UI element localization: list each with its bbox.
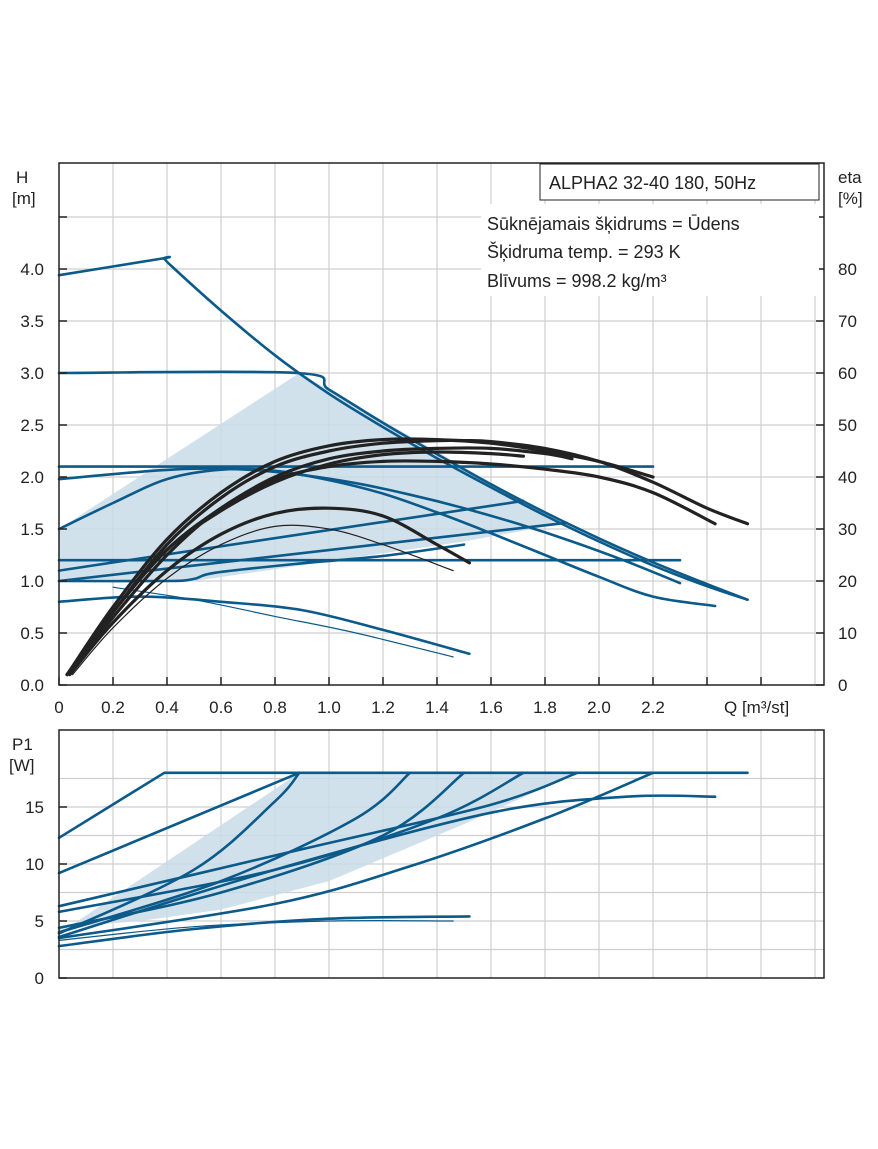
efficiency-curve-14	[65, 450, 525, 677]
power-axis-label: P1	[12, 735, 33, 754]
head-tick-label: 4.0	[20, 260, 44, 279]
power-tick-label: 0	[35, 969, 44, 988]
power-curve-6	[57, 771, 579, 908]
fluid-info-line-2: Šķidruma temp. = 293 K	[487, 241, 681, 262]
head-curve-6	[57, 499, 525, 572]
power-curve-3	[57, 771, 412, 934]
fluid-info-line-1: Sūknējamais šķidrums = Ūdens	[487, 214, 740, 234]
flow-tick-label: 1.2	[371, 698, 395, 717]
flow-tick-label: 1.4	[425, 698, 449, 717]
head-tick-label: 1.5	[20, 520, 44, 539]
model-title: ALPHA2 32-40 180, 50Hz	[549, 173, 756, 193]
head-tick-label: 0.0	[20, 676, 44, 695]
power-tick-label: 10	[25, 855, 44, 874]
head-tick-label: 0.5	[20, 624, 44, 643]
power-plot-background	[59, 730, 824, 978]
fluid-info-box	[481, 204, 819, 296]
head-axis-unit: [m]	[12, 189, 36, 208]
head-tick-label: 1.0	[20, 572, 44, 591]
efficiency-curve-15	[65, 437, 655, 677]
head-curve-1	[57, 370, 749, 601]
power-axis-ticks: 0 5 10 15	[25, 798, 67, 988]
head-curve-10	[112, 586, 454, 658]
eta-tick-label: 20	[838, 572, 857, 591]
flow-tick-label: 1.8	[533, 698, 557, 717]
eta-tick-label: 0	[838, 676, 847, 695]
head-tick-label: 2.5	[20, 416, 44, 435]
power-tick-label: 15	[25, 798, 44, 817]
power-curve-8	[57, 794, 717, 939]
eta-tick-label: 50	[838, 416, 857, 435]
flow-axis-label: Q [m³/st]	[724, 698, 789, 717]
head-plot-frame	[58, 162, 825, 686]
power-curve-1	[57, 771, 301, 875]
flow-tick-label: 0.8	[263, 698, 287, 717]
eta-tick-label: 10	[838, 624, 857, 643]
head-curve-5	[57, 467, 717, 608]
flow-tick-label: 0.6	[209, 698, 233, 717]
power-tick-label: 5	[35, 912, 44, 931]
power-curve-7	[57, 771, 655, 940]
efficiency-curves	[65, 437, 750, 677]
power-plot-frame	[58, 729, 825, 979]
efficiency-curve-17	[71, 524, 454, 676]
head-tick-label: 3.5	[20, 312, 44, 331]
model-title-box	[539, 163, 820, 201]
head-axis-ticks: 0.0 0.5 1.0 1.5 2.0 2.5 3.0 3.5 4.0 0 10 20 30 40 50 60…	[20, 216, 857, 717]
flow-tick-label: 0.4	[155, 698, 179, 717]
fluid-info-line-3: Blīvums = 998.2 kg/m³	[487, 271, 667, 291]
power-curves	[57, 771, 749, 948]
eta-tick-label: 80	[838, 260, 857, 279]
eta-tick-label: 30	[838, 520, 857, 539]
efficiency-curve-16	[68, 506, 471, 677]
flow-tick-label: 1.6	[479, 698, 503, 717]
power-axis-unit: [W]	[9, 756, 35, 775]
flow-tick-label: 0.2	[101, 698, 125, 717]
eta-axis-unit: [%]	[838, 189, 863, 208]
head-chart-panel: 0.0 0.5 1.0 1.5 2.0 2.5 3.0 3.5 4.0 0 10 20 30 40 50 60…	[12, 162, 863, 717]
eta-axis-label: eta	[838, 168, 862, 187]
flow-tick-label: 1.0	[317, 698, 341, 717]
eta-tick-label: 70	[838, 312, 857, 331]
head-tick-label: 3.0	[20, 364, 44, 383]
power-curve-10	[58, 919, 454, 941]
flow-tick-label: 0	[54, 698, 63, 717]
flow-tick-label: 2.2	[641, 698, 665, 717]
eta-tick-label: 40	[838, 468, 857, 487]
power-chart-panel: 0 5 10 15 P1 [W]	[9, 729, 825, 988]
head-curve-0	[57, 255, 749, 601]
power-curve-0	[57, 771, 749, 840]
head-axis-label-h: H	[16, 168, 28, 187]
flow-tick-label: 2.0	[587, 698, 611, 717]
eta-tick-label: 60	[838, 364, 857, 383]
head-curve-4	[57, 467, 682, 585]
power-curve-2	[57, 771, 301, 935]
head-tick-label: 2.0	[20, 468, 44, 487]
efficiency-curve-12	[65, 459, 717, 677]
